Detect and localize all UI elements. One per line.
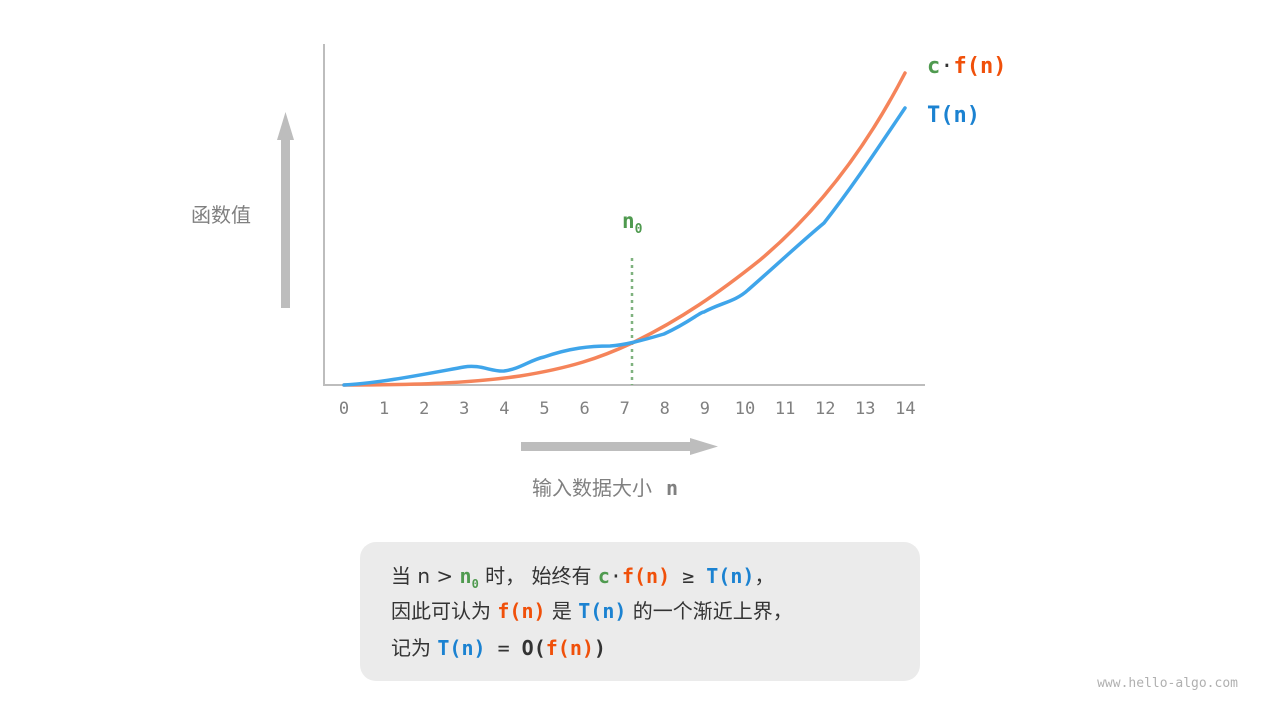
x-tick-label: 11 [775, 399, 795, 419]
T-curve [342, 106, 907, 387]
n0-label: n0 [622, 209, 643, 237]
x-arrow-icon [521, 438, 718, 455]
x-tick-label: 5 [539, 399, 549, 419]
cf-curve [342, 71, 907, 387]
x-tick-label: 2 [419, 399, 429, 419]
x-tick-label: 3 [459, 399, 469, 419]
note-line-3: 记为 T(n) = O(f(n)) [391, 636, 606, 660]
x-tick-label: 13 [855, 399, 875, 419]
x-tick-label: 1 [379, 399, 389, 419]
legend-T: T(n) [927, 103, 980, 128]
x-tick-label: 8 [660, 399, 670, 419]
x-tick-label: 9 [700, 399, 710, 419]
y-axis-label: 函数值 [191, 203, 251, 227]
x-tick-label: 6 [579, 399, 589, 419]
y-arrow-icon [277, 112, 294, 308]
note-line-1: 当 n > n0 时， 始终有 c·f(n) ≥ T(n)， [391, 564, 775, 591]
watermark: www.hello-algo.com [1097, 676, 1238, 691]
x-tick-label: 0 [339, 399, 349, 419]
legend-cf: c·f(n) [927, 54, 1006, 79]
x-axis-label: 输入数据大小 n [532, 476, 678, 500]
x-tick-label: 10 [735, 399, 755, 419]
explanation-box [360, 542, 920, 681]
note-line-2: 因此可认为 f(n) 是 T(n) 的一个渐近上界， [391, 599, 793, 623]
x-tick-label: 12 [815, 399, 835, 419]
x-tick-label: 7 [620, 399, 630, 419]
x-tick-label: 14 [895, 399, 915, 419]
x-tick-label: 4 [499, 399, 509, 419]
